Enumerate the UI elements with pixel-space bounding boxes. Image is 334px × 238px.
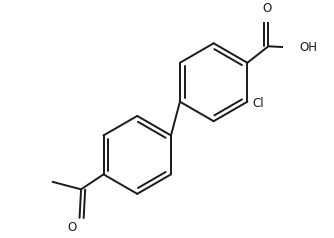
- Text: O: O: [67, 221, 77, 234]
- Text: O: O: [262, 2, 272, 15]
- Text: OH: OH: [299, 41, 317, 54]
- Text: Cl: Cl: [252, 98, 264, 110]
